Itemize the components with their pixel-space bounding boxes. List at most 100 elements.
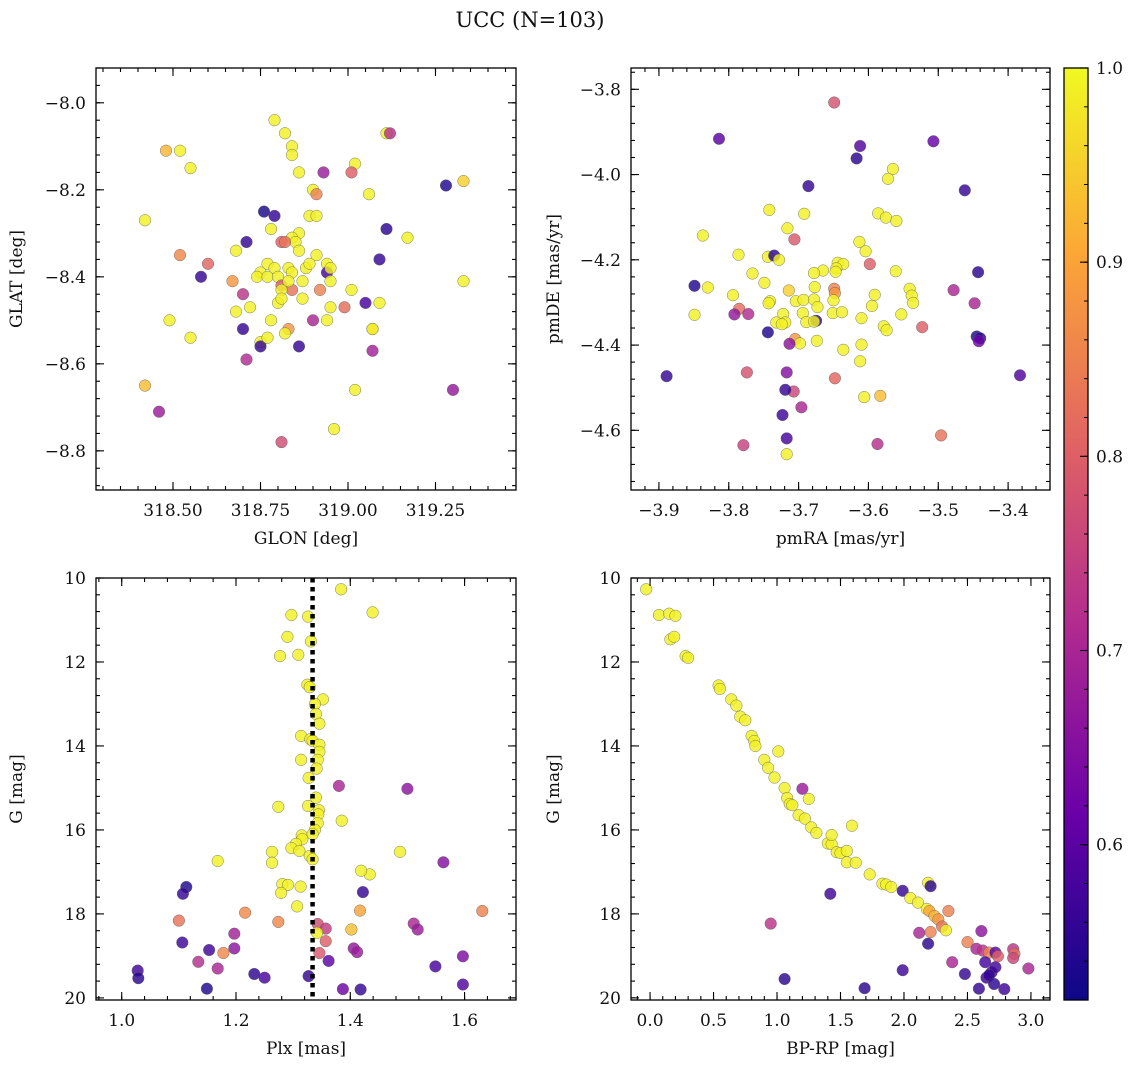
data-point [296, 275, 309, 288]
data-point [874, 389, 887, 402]
data-point [373, 253, 386, 266]
data-point [303, 257, 316, 270]
data-point [794, 337, 807, 350]
y-tick-label: −4.2 [580, 251, 621, 271]
data-point [456, 978, 469, 991]
data-point [865, 299, 878, 312]
data-point [780, 448, 793, 461]
data-point [781, 222, 794, 235]
data-point [880, 324, 893, 337]
x-tick-label: 318.50 [143, 501, 202, 521]
data-point [275, 292, 288, 305]
x-axis-label: pmRA [mas/yr] [776, 529, 905, 549]
data-point [268, 209, 281, 222]
colorbar-tick-label: 1.0 [1096, 59, 1123, 79]
data-point [275, 886, 288, 899]
data-point [173, 144, 186, 157]
y-tick-label: 18 [599, 905, 621, 925]
x-tick-label: 1.0 [763, 1011, 790, 1031]
data-point [764, 917, 777, 930]
data-point [279, 127, 292, 140]
data-point [317, 166, 330, 179]
data-point [730, 699, 743, 712]
data-point [265, 222, 278, 235]
data-point [746, 267, 759, 280]
data-point [294, 880, 307, 893]
x-tick-label: 3.0 [1017, 1011, 1044, 1031]
data-point [279, 235, 292, 248]
data-point [972, 335, 985, 348]
data-point [322, 954, 335, 967]
data-point [988, 978, 1001, 991]
data-point [828, 372, 841, 385]
x-tick-label: 1.0 [108, 1011, 135, 1031]
data-point [345, 923, 358, 936]
data-point [811, 301, 824, 314]
x-tick-label: 1.2 [222, 1011, 249, 1031]
data-point [359, 296, 372, 309]
data-point [437, 856, 450, 869]
data-point [916, 321, 929, 334]
colorbar-tick-label: 0.7 [1096, 642, 1123, 662]
data-point [890, 214, 903, 227]
y-tick-label: 16 [64, 821, 86, 841]
data-point [885, 881, 898, 894]
data-point [972, 982, 985, 995]
data-point [373, 296, 386, 309]
x-tick-label: 1.6 [451, 1011, 478, 1031]
x-tick-label: 318.75 [231, 501, 290, 521]
data-point [782, 284, 795, 297]
data-point [226, 275, 239, 288]
data-point [293, 244, 306, 257]
axes-frame [95, 577, 517, 1001]
data-point [975, 925, 988, 938]
axes-frame [630, 67, 1051, 491]
data-point [291, 900, 304, 913]
data-point [742, 308, 755, 321]
data-point [912, 896, 925, 909]
data-point [194, 270, 207, 283]
data-point [947, 284, 960, 297]
data-point [192, 955, 205, 968]
data-point [401, 782, 414, 795]
data-point [922, 937, 935, 950]
data-point [296, 292, 309, 305]
data-point [772, 745, 785, 758]
data-point [217, 947, 230, 960]
data-point [849, 856, 862, 869]
data-point [184, 162, 197, 175]
data-point [779, 383, 792, 396]
data-point [332, 779, 345, 792]
x-axis-label: Plx [mas] [266, 1039, 346, 1059]
data-point [229, 244, 242, 257]
data-point [228, 927, 241, 940]
data-point [758, 276, 771, 289]
y-tick-label: 12 [64, 653, 86, 673]
x-tick-label: −3.8 [708, 501, 749, 521]
y-tick-label: 12 [599, 653, 621, 673]
data-point [201, 257, 214, 270]
data-point [173, 249, 186, 262]
data-point [293, 340, 306, 353]
data-point [713, 682, 726, 695]
data-point [295, 753, 308, 766]
data-point [345, 283, 358, 296]
data-point [795, 401, 808, 414]
y-axis-label: pmDE [mas/yr] [544, 214, 564, 344]
x-tick-label: 2.0 [890, 1011, 917, 1031]
data-point [236, 288, 249, 301]
data-point [258, 205, 271, 218]
data-point [310, 209, 323, 222]
data-point [749, 740, 762, 753]
data-point [366, 344, 379, 357]
data-point [282, 275, 295, 288]
data-point [366, 606, 379, 619]
data-point [138, 379, 151, 392]
data-point [310, 249, 323, 262]
data-point [211, 855, 224, 868]
data-point [184, 331, 197, 344]
y-tick-label: 10 [599, 569, 621, 589]
data-point [850, 152, 863, 165]
y-tick-label: −4.0 [580, 166, 621, 186]
